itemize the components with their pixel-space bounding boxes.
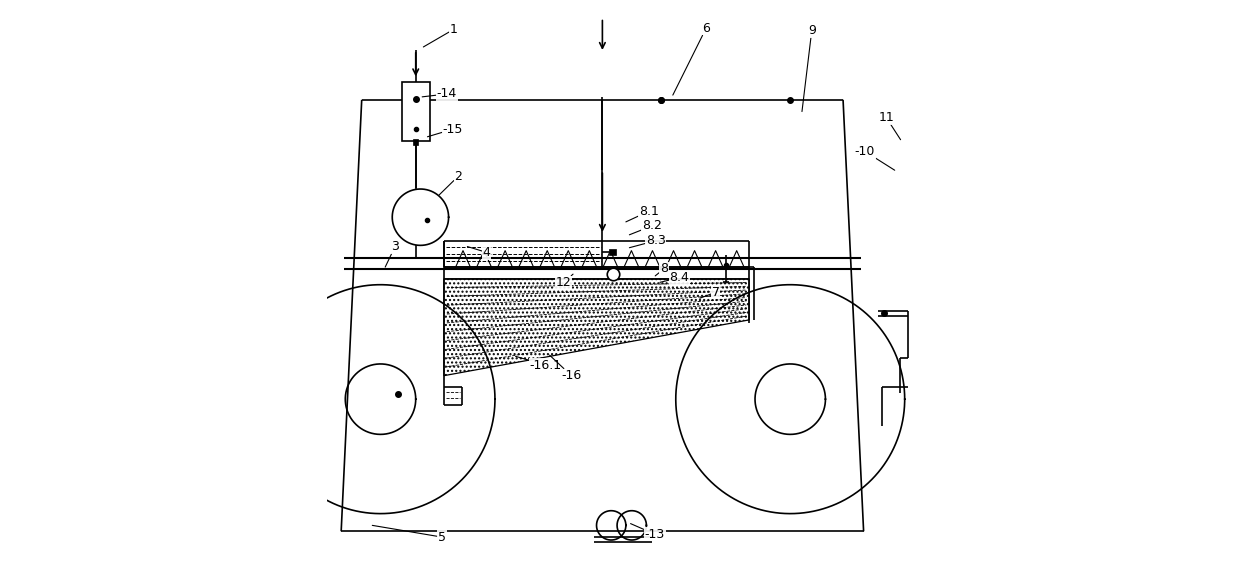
Text: 8: 8	[655, 262, 668, 276]
Text: -13: -13	[631, 524, 665, 541]
Text: -15: -15	[428, 123, 463, 137]
Text: 7: 7	[699, 286, 719, 299]
Bar	[402, 82, 430, 141]
Text: 6: 6	[673, 22, 711, 95]
Text: 2: 2	[439, 170, 463, 195]
Text: 9: 9	[802, 24, 816, 112]
Bar	[609, 249, 616, 255]
Text: 11: 11	[878, 111, 900, 140]
Text: 8.1: 8.1	[626, 205, 658, 222]
Bar	[413, 140, 418, 145]
Text: 8.4: 8.4	[660, 271, 689, 284]
Text: -16.1: -16.1	[516, 356, 562, 372]
Text: -16: -16	[549, 355, 582, 382]
Text: 12: 12	[556, 274, 573, 289]
Text: -10: -10	[854, 145, 895, 170]
Text: -14: -14	[422, 87, 458, 100]
Text: 5: 5	[372, 525, 446, 544]
Text: 1: 1	[423, 23, 458, 47]
Text: 8.3: 8.3	[630, 234, 666, 248]
Text: 4: 4	[467, 246, 491, 259]
Text: 8.2: 8.2	[630, 220, 662, 235]
Text: 3: 3	[386, 240, 399, 267]
